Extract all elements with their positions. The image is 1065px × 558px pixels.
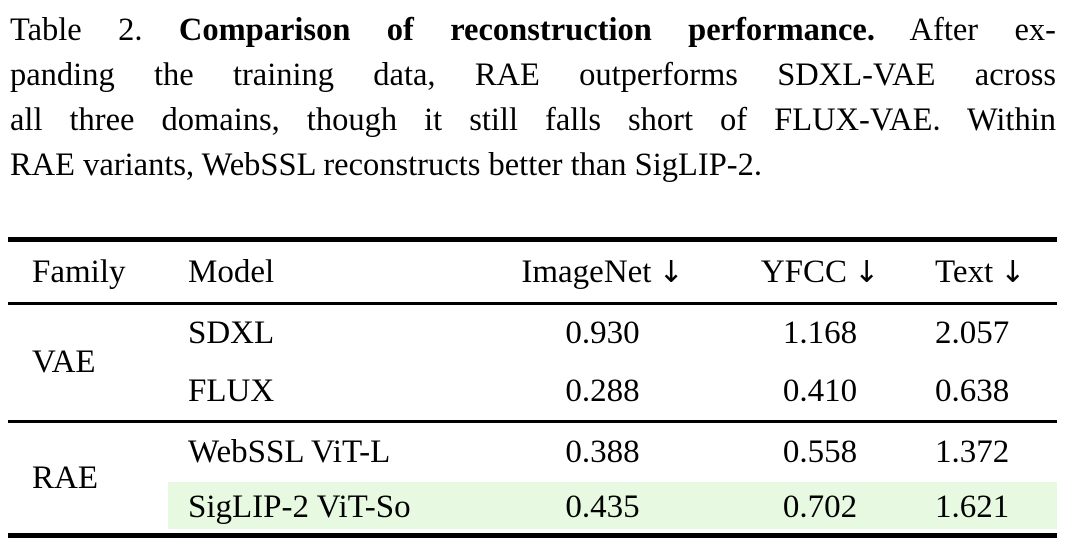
caption-line-1-rest: After ex-	[874, 12, 1056, 48]
col-header-family: Family	[8, 239, 168, 305]
cell-yfcc-sdxl: 1.168	[782, 315, 858, 352]
col-header-model: Model	[168, 239, 500, 305]
down-arrow-icon: ↓	[854, 254, 880, 290]
col-header-yfcc-label: YFCC	[760, 253, 848, 290]
cell-yfcc-siglip2: 0.702	[705, 481, 935, 536]
table-row-webssl: RAE WebSSL ViT-L 0.388 0.558 1.372	[8, 422, 1057, 496]
caption-table-number: Table 2.	[10, 12, 179, 48]
cell-family-rae: RAE	[32, 459, 98, 496]
col-header-text: Text ↓	[935, 239, 1057, 305]
cell-yfcc-flux: 0.410	[705, 362, 935, 423]
cell-imagenet-sdxl: 0.930	[565, 315, 640, 352]
col-header-imagenet: ImageNet ↓	[500, 239, 705, 305]
cell-text-sdxl: 2.057	[935, 315, 1010, 352]
cell-model-flux: FLUX	[168, 362, 500, 423]
cell-yfcc-webssl: 0.558	[782, 433, 858, 470]
caption-line-3: all three domains, though it still falls…	[10, 102, 1056, 138]
col-header-imagenet-label: ImageNet	[521, 253, 652, 290]
down-arrow-icon: ↓	[1000, 254, 1026, 290]
col-header-text-label: Text	[935, 253, 994, 290]
down-arrow-icon: ↓	[658, 254, 684, 290]
table-caption: Table 2. Comparison of reconstruction pe…	[10, 8, 1056, 188]
cell-family-vae: VAE	[8, 303, 168, 423]
cell-imagenet-siglip2: 0.435	[500, 481, 705, 536]
cell-imagenet-webssl: 0.388	[565, 433, 640, 470]
table-row-flux: FLUX 0.288 0.410 0.638	[8, 362, 1057, 423]
cell-model-webssl: WebSSL ViT-L	[188, 433, 391, 470]
table-row-siglip2-highlighted: SigLIP-2 ViT-So 0.435 0.702 1.621	[8, 481, 1057, 536]
results-table: Family Model ImageNet ↓ YFCC ↓ Text ↓ VAE S…	[8, 237, 1057, 538]
table-header-row: Family Model ImageNet ↓ YFCC ↓ Text ↓	[8, 239, 1057, 305]
caption-line-1: Table 2. Comparison of reconstruction pe…	[10, 8, 1056, 53]
cell-text-flux: 0.638	[935, 362, 1057, 423]
cell-model-sdxl: SDXL	[188, 315, 275, 352]
cell-text-siglip2: 1.621	[935, 481, 1057, 536]
col-header-yfcc: YFCC ↓	[705, 239, 935, 305]
cell-text-webssl: 1.372	[935, 433, 1010, 470]
cell-model-siglip2: SigLIP-2 ViT-So	[168, 481, 500, 536]
caption-line-4: RAE variants, WebSSL reconstructs better…	[10, 147, 762, 183]
cell-imagenet-flux: 0.288	[500, 362, 705, 423]
caption-line-2: panding the training data, RAE outperfor…	[10, 57, 1056, 93]
table-row-sdxl: VAE SDXL 0.930 1.168 2.057	[8, 303, 1057, 423]
caption-bold-title: Comparison of reconstruction performance…	[178, 12, 875, 48]
